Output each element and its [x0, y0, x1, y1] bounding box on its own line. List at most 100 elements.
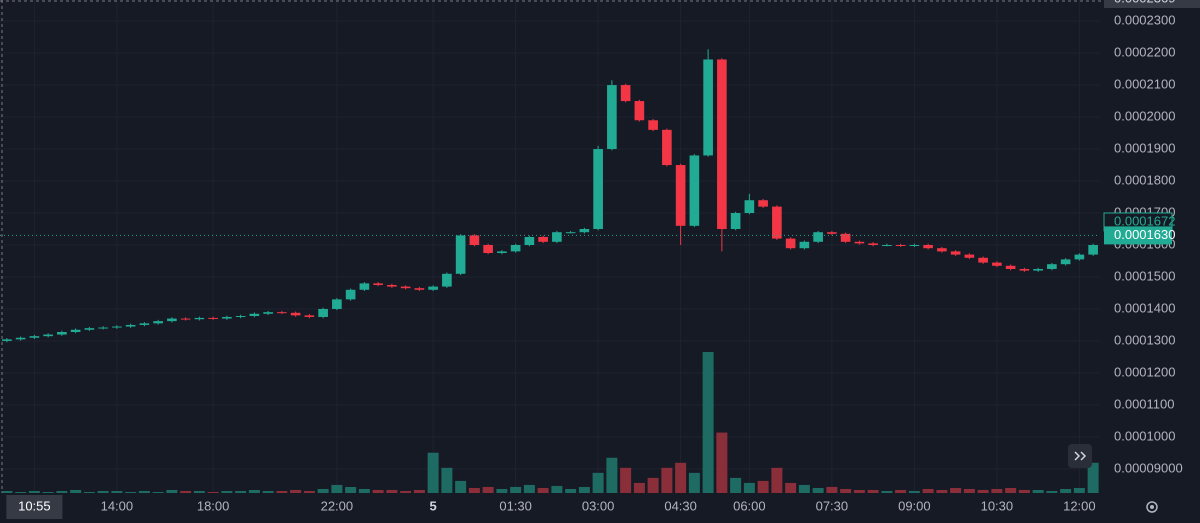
- candle-body: [937, 248, 947, 252]
- volume-bar: [290, 489, 302, 493]
- volume-bar: [166, 489, 178, 493]
- volume-bar: [578, 486, 590, 493]
- volume-bar: [303, 490, 315, 493]
- volume-bar: [908, 490, 920, 493]
- candle-body: [813, 232, 823, 242]
- candle-body: [84, 328, 95, 330]
- crosshair-time-box: [6, 495, 63, 519]
- volume-bar: [42, 491, 54, 493]
- volume-bar: [977, 489, 989, 493]
- candle-body: [827, 232, 837, 234]
- candle-body: [180, 318, 191, 320]
- x-tick-label: 07:30: [816, 498, 849, 513]
- candle-body: [772, 206, 782, 239]
- volume-bar: [922, 488, 934, 493]
- volume-bar: [730, 477, 742, 493]
- volume-bar: [28, 490, 40, 493]
- candle-body: [194, 317, 205, 320]
- candle-body: [125, 324, 136, 327]
- candle-body: [964, 254, 975, 258]
- candle-body: [497, 251, 507, 253]
- candle-body: [373, 283, 383, 285]
- volume-bar: [812, 487, 824, 493]
- volume-bar: [427, 452, 439, 493]
- candle-body: [689, 155, 700, 226]
- y-tick-label: 0.0002100: [1114, 77, 1175, 92]
- volume-bar: [702, 352, 714, 493]
- x-tick-label: 03:00: [582, 498, 615, 513]
- candle-body: [29, 336, 40, 338]
- candle-body: [235, 316, 246, 318]
- y-tick-label: 0.0002200: [1114, 45, 1175, 60]
- y-tick-label: 0.0002000: [1114, 109, 1175, 124]
- candle-body: [112, 326, 122, 328]
- volume-bar: [1060, 488, 1072, 493]
- candle-body: [139, 323, 150, 325]
- y-tick-label: 0.0001300: [1114, 332, 1175, 347]
- candle-body: [483, 245, 493, 253]
- volume-bar: [15, 491, 27, 493]
- candle-body: [579, 229, 590, 233]
- candle-body: [854, 241, 865, 244]
- volume-bar: [400, 490, 412, 493]
- candle-body: [799, 241, 810, 249]
- volume-bar: [785, 482, 797, 493]
- candle-body: [565, 232, 576, 234]
- x-tick-label: 14:00: [101, 498, 134, 513]
- last-price-label: 0.0001630: [1114, 227, 1175, 242]
- volume-bar: [358, 488, 370, 493]
- candle-body: [648, 120, 658, 130]
- candle-body: [552, 232, 562, 242]
- crosshair-price-label: 0.0002369: [1114, 0, 1175, 5]
- volume-bar: [592, 472, 604, 493]
- volume-bar: [743, 482, 755, 493]
- settings-button[interactable]: [1146, 501, 1158, 513]
- candle-body: [909, 245, 920, 246]
- scroll-button[interactable]: [1068, 444, 1092, 468]
- candle-body: [882, 245, 892, 246]
- x-tick-label: 04:30: [664, 498, 697, 513]
- candle-body: [758, 200, 768, 207]
- candle-body: [840, 233, 851, 242]
- volume-bar: [193, 490, 205, 493]
- volume-bar: [441, 467, 453, 493]
- volume-bar: [510, 486, 522, 493]
- candle-body: [318, 308, 328, 317]
- volume-bar: [991, 488, 1003, 493]
- volume-bar: [235, 490, 247, 493]
- x-tick-label: 10:30: [981, 498, 1014, 513]
- volume-bar: [468, 487, 480, 493]
- candle-body: [1033, 268, 1043, 271]
- volume-bar: [895, 489, 907, 493]
- candle-body: [1060, 259, 1071, 265]
- candle-body: [277, 312, 287, 314]
- volume-bar: [56, 490, 68, 493]
- volume-bar: [606, 457, 618, 493]
- candle-body: [359, 283, 370, 290]
- crosshair-price-box: [1104, 0, 1200, 9]
- candle-body: [662, 129, 672, 166]
- volume-bar: [675, 462, 687, 493]
- y-tick-label: 0.0001100: [1114, 396, 1175, 411]
- volume-bar: [565, 488, 577, 493]
- volume-bar: [716, 432, 728, 493]
- volume-bar: [881, 490, 893, 493]
- volume-bar: [413, 489, 425, 493]
- candle-body: [469, 235, 480, 245]
- volume-bar: [111, 490, 123, 493]
- x-tick-label: 12:00: [1063, 498, 1096, 513]
- candle-body: [2, 339, 12, 341]
- candle-body: [992, 262, 1002, 266]
- volume-bar: [97, 490, 109, 493]
- candle-body: [675, 165, 686, 226]
- volume-bar: [386, 489, 398, 493]
- volume-bar: [551, 485, 563, 493]
- volume-bar: [1032, 489, 1044, 493]
- volume-bar: [798, 484, 810, 493]
- volume-bar: [826, 486, 838, 493]
- volume-bar: [840, 488, 852, 493]
- candle-body: [98, 327, 108, 329]
- volume-bar: [1018, 489, 1030, 493]
- candle-body: [1005, 265, 1016, 269]
